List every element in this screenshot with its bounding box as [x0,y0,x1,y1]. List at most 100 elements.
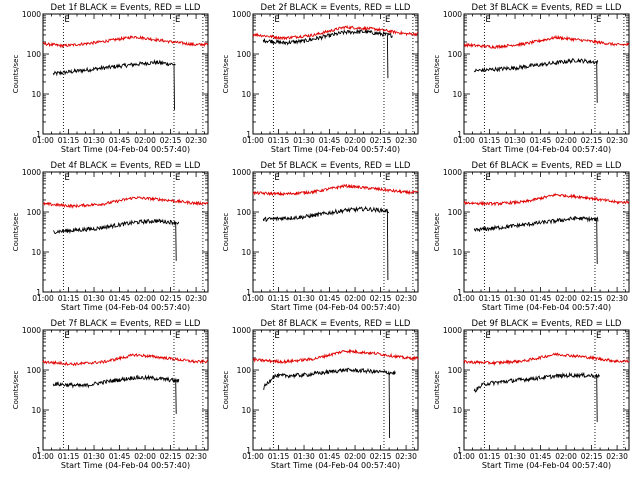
x-tick-label: 01:45 [109,452,131,461]
y-tick-label: 10 [31,406,41,415]
events-series-line [52,374,180,389]
event-marker-label: E [485,15,490,25]
x-tick-label: 01:30 [293,294,315,303]
x-tick-label: 01:15 [58,136,80,145]
x-tick-label: 02:30 [395,294,417,303]
x-tick-label: 02:30 [185,136,207,145]
y-axis-label: Counts/sec [12,213,20,252]
panel-title: Det 7f BLACK = Events, RED = LLD [51,319,201,329]
panel-title: Det 3f BLACK = Events, RED = LLD [472,3,622,13]
plot-frame [463,13,630,135]
x-tick-label: 02:30 [395,136,417,145]
y-tick-label: 100 [27,50,42,59]
y-tick-label: 1000 [22,168,41,177]
x-tick-label: 01:15 [268,294,290,303]
x-tick-label: 01:45 [530,452,552,461]
event-marker-label: E [274,15,279,25]
x-tick-label: 01:00 [242,294,264,303]
plot-frame [252,171,419,293]
event-marker-label: E [175,15,180,25]
x-tick-label: 01:15 [58,452,80,461]
y-tick-label: 10 [241,90,251,99]
x-tick-label: 02:15 [160,452,182,461]
lld-series-line [252,348,419,365]
lld-series-line [42,353,209,367]
lld-series-line [43,35,209,49]
events-series-line [473,371,600,393]
y-tick-label: 1 [457,130,462,139]
y-tick-label: 10 [452,248,462,257]
y-tick-label: 1 [36,288,41,297]
events-series-line [262,28,393,46]
event-marker-label: E [64,173,69,183]
x-tick-label: 02:00 [555,294,577,303]
x-axis-label: Start Time (04-Feb-04 00:57:40) [61,303,190,312]
x-axis-label: Start Time (04-Feb-04 00:57:40) [271,303,400,312]
panel-8: Det 8f BLACK = Events, RED = LLD 1 10 100 10… [222,319,419,470]
y-tick-label: 1000 [443,10,462,19]
y-tick-label: 10 [452,90,462,99]
x-tick-label: 01:15 [268,452,290,461]
panel-2: Det 2f BLACK = Events, RED = LLD 1 10 100 10… [222,3,419,154]
y-tick-label: 1 [457,446,462,455]
events-dropout-line [388,372,391,439]
y-tick-label: 100 [27,208,42,217]
event-marker-label: E [64,15,69,25]
plot-frame [463,329,630,451]
x-tick-label: 02:15 [160,294,182,303]
y-tick-label: 1000 [443,326,462,335]
panel-title: Det 9f BLACK = Events, RED = LLD [472,319,622,329]
plot-frame [252,13,419,135]
y-axis-label: Counts/sec [433,213,441,252]
x-tick-label: 01:30 [83,294,105,303]
event-marker-label: E [596,331,601,341]
panel-4: Det 4f BLACK = Events, RED = LLD 1 10 100 10… [12,161,209,312]
y-tick-label: 1 [36,446,41,455]
events-dropout-line [386,210,389,281]
event-marker-label: E [385,173,390,183]
y-tick-label: 1000 [232,10,251,19]
y-tick-label: 10 [452,406,462,415]
events-dropout-line [596,375,598,423]
x-tick-label: 02:00 [344,294,366,303]
plot-frame [42,329,209,451]
event-marker-label: E [596,15,601,25]
x-tick-label: 01:15 [479,136,501,145]
x-tick-label: 01:45 [319,136,341,145]
y-tick-label: 1 [36,130,41,139]
x-tick-label: 01:30 [504,136,526,145]
event-marker-label: E [485,331,490,341]
x-tick-label: 02:15 [160,136,182,145]
x-tick-label: 01:15 [58,294,80,303]
y-tick-label: 1 [246,446,251,455]
panel-9: Det 9f BLACK = Events, RED = LLD 1 10 100 10… [433,319,630,470]
x-tick-label: 02:15 [581,294,603,303]
x-tick-label: 01:45 [109,294,131,303]
y-axis-label: Counts/sec [222,213,230,252]
y-tick-label: 1000 [232,326,251,335]
panel-5: Det 5f BLACK = Events, RED = LLD 1 10 100 10… [222,161,419,312]
panel-title: Det 6f BLACK = Events, RED = LLD [472,161,622,171]
x-tick-label: 02:30 [606,294,628,303]
y-tick-label: 1 [457,288,462,297]
lld-series-line [463,192,630,207]
lld-series-line [463,34,630,50]
event-marker-label: E [175,173,180,183]
events-series-line [52,218,180,235]
x-tick-label: 02:15 [581,452,603,461]
event-marker-label: E [175,331,180,341]
y-tick-label: 10 [31,248,41,257]
y-tick-label: 100 [448,366,463,375]
event-marker-label: E [596,173,601,183]
x-tick-label: 01:00 [242,136,264,145]
y-axis-label: Counts/sec [222,371,230,410]
x-tick-label: 02:00 [555,452,577,461]
x-axis-label: Start Time (04-Feb-04 00:57:40) [61,145,190,154]
x-tick-label: 01:30 [293,452,315,461]
x-tick-label: 01:45 [109,136,131,145]
y-tick-label: 100 [27,366,42,375]
events-dropout-line [596,219,598,265]
y-tick-label: 100 [237,208,252,217]
events-dropout-line [173,64,175,110]
